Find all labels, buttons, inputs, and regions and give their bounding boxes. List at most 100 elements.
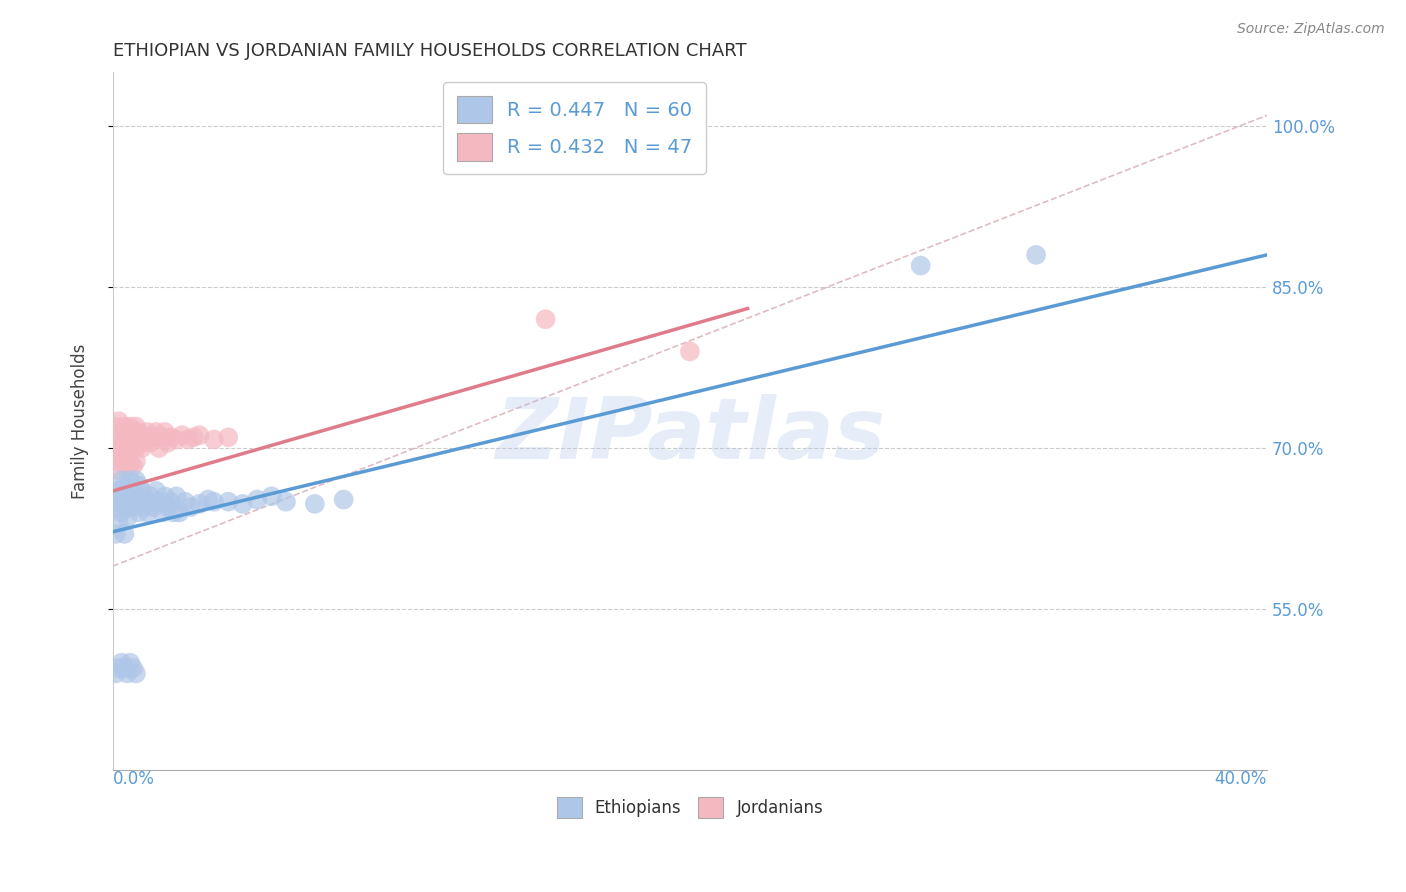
Point [131,441,153,455]
Point [112,527,135,541]
Point [128,505,150,519]
Point [120,656,142,670]
Point [128,430,150,444]
Point [150,430,173,444]
Point [107,500,129,514]
Point [153,489,176,503]
Point [139,489,162,503]
Text: Source: ZipAtlas.com: Source: ZipAtlas.com [1237,22,1385,37]
Point [104,462,127,476]
Legend: Ethiopians, Jordanians: Ethiopians, Jordanians [550,791,830,824]
Text: 40.0%: 40.0% [1215,770,1267,788]
Point [104,666,127,681]
Point [128,425,150,439]
Point [107,451,129,466]
Point [125,419,148,434]
Point [136,425,159,439]
Point [125,441,148,455]
Point [202,433,225,447]
Point [125,666,148,681]
Point [104,527,127,541]
Point [202,494,225,508]
Point [117,460,139,475]
Point [260,489,283,503]
Point [134,430,156,444]
Point [117,500,139,514]
Text: ETHIOPIAN VS JORDANIAN FAMILY HOUSEHOLDS CORRELATION CHART: ETHIOPIAN VS JORDANIAN FAMILY HOUSEHOLDS… [112,42,747,60]
Point [107,430,129,444]
Point [107,516,129,531]
Point [120,455,142,469]
Point [197,492,219,507]
Point [159,430,181,444]
Point [107,483,129,498]
Point [117,425,139,439]
Point [125,473,148,487]
Point [120,430,142,444]
Point [910,259,932,273]
Point [112,419,135,434]
Point [167,505,190,519]
Point [142,500,165,514]
Point [148,494,170,508]
Point [104,441,127,455]
Point [112,661,135,675]
Point [104,494,127,508]
Point [217,430,239,444]
Point [110,505,132,519]
Point [131,494,153,508]
Point [162,505,184,519]
Point [110,473,132,487]
Point [120,419,142,434]
Point [177,433,200,447]
Point [142,430,165,444]
Point [180,500,202,514]
Point [145,425,167,439]
Point [274,494,297,508]
Point [104,419,127,434]
Point [112,478,135,492]
Point [120,489,142,503]
Point [165,489,187,503]
Point [107,661,129,675]
Point [136,494,159,508]
Point [122,435,145,450]
Point [110,441,132,455]
Point [183,430,205,444]
Point [136,505,159,519]
Point [122,483,145,498]
Point [110,489,132,503]
Point [112,435,135,450]
Point [145,483,167,498]
Point [153,425,176,439]
Point [131,435,153,450]
Point [112,454,135,468]
Point [172,428,194,442]
Text: ZIPatlas: ZIPatlas [495,393,884,476]
Point [232,497,254,511]
Point [134,500,156,514]
Y-axis label: Family Households: Family Households [72,343,89,499]
Point [246,492,269,507]
Point [165,433,187,447]
Point [117,441,139,455]
Point [120,473,142,487]
Point [122,425,145,439]
Point [122,459,145,474]
Point [122,661,145,675]
Point [125,454,148,468]
Point [117,666,139,681]
Point [139,435,162,450]
Point [188,497,211,511]
Point [112,494,135,508]
Point [128,478,150,492]
Point [131,483,153,498]
Point [122,500,145,514]
Point [117,483,139,498]
Point [156,500,179,514]
Point [217,494,239,508]
Point [117,510,139,524]
Text: 0.0%: 0.0% [112,770,155,788]
Point [1025,248,1047,262]
Point [110,457,132,471]
